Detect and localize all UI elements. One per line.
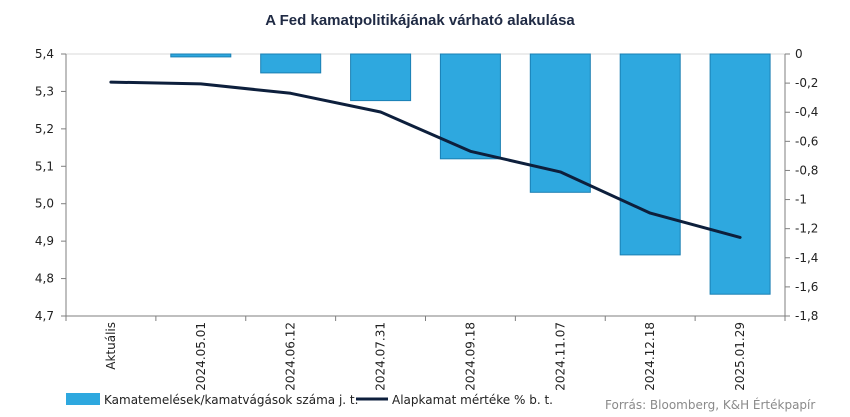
legend-label-line: Alapkamat mértéke % b. t. xyxy=(392,393,553,407)
x-tick-label: 2025.01.29 xyxy=(733,322,747,391)
left-tick-label: 4,8 xyxy=(35,272,54,286)
x-tick-label: 2024.12.18 xyxy=(643,322,657,391)
right-tick-label: 0 xyxy=(795,47,803,61)
legend: Kamatemelések/kamatvágások száma j. t. A… xyxy=(66,393,553,407)
right-tick-label: -0,2 xyxy=(795,76,818,90)
x-tick-label: 2024.06.12 xyxy=(284,322,298,391)
right-tick-label: -1,2 xyxy=(795,222,818,236)
right-tick-label: -1,6 xyxy=(795,280,818,294)
left-tick-label: 5,3 xyxy=(35,84,54,98)
left-tick-label: 4,7 xyxy=(35,309,54,323)
right-tick-label: -1,8 xyxy=(795,309,818,323)
right-tick-label: -1,4 xyxy=(795,251,818,265)
left-tick-label: 5,4 xyxy=(35,47,54,61)
bar-2024.11.07 xyxy=(529,53,591,193)
x-tick-label: 2024.05.01 xyxy=(194,322,208,391)
chart-title: A Fed kamatpolitikájának várható alakulá… xyxy=(265,12,575,29)
left-tick-label: 5,2 xyxy=(35,122,54,136)
x-tick-label: 2024.07.31 xyxy=(374,322,388,391)
left-axis-ticks: 5,4 5,3 5,2 5,1 5,0 4,9 4,8 4,7 xyxy=(35,47,66,323)
left-tick-label: 5,0 xyxy=(35,197,54,211)
x-axis-ticks: Aktuális 2024.05.01 2024.06.12 2024.07.31 20… xyxy=(65,316,786,391)
bar-2024.09.18 xyxy=(439,53,501,160)
right-tick-label: -0,6 xyxy=(795,134,818,148)
legend-swatch-bars xyxy=(66,393,100,405)
left-tick-label: 5,1 xyxy=(35,159,54,173)
line-series xyxy=(109,80,742,239)
line-policy-rate xyxy=(109,80,742,239)
bar-2025.01.29 xyxy=(709,53,771,295)
bar-series xyxy=(170,53,771,295)
bar-2024.05.01 xyxy=(170,53,232,58)
right-tick-label: -1 xyxy=(795,193,807,207)
right-tick-label: -0,8 xyxy=(795,163,818,177)
right-tick-label: -0,4 xyxy=(795,105,818,119)
bar-2024.12.18 xyxy=(619,53,681,256)
left-tick-label: 4,9 xyxy=(35,234,54,248)
x-tick-label: 2024.09.18 xyxy=(463,322,477,391)
bar-2024.07.31 xyxy=(350,53,412,102)
right-axis-ticks: 0 -0,2 -0,4 -0,6 -0,8 -1 -1,2 -1,4 -1,6 -1,8 xyxy=(785,47,818,323)
bar-2024.06.12 xyxy=(260,53,322,74)
source-note: Forrás: Bloomberg, K&H Értékpapír xyxy=(605,397,815,412)
legend-label-bars: Kamatemelések/kamatvágások száma j. t. xyxy=(104,393,358,407)
x-tick-label: Aktuális xyxy=(104,322,118,370)
x-tick-label: 2024.11.07 xyxy=(553,322,567,391)
